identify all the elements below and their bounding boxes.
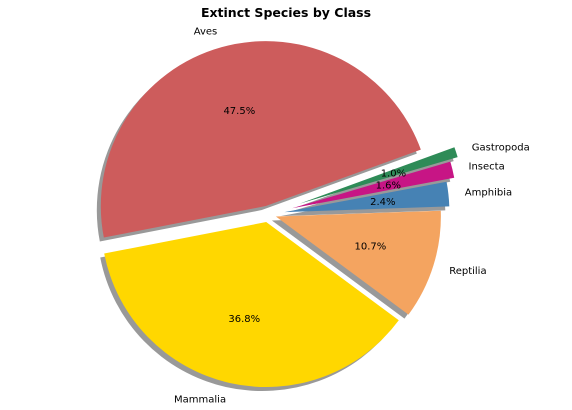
slice-pct-amphibia: 2.4% [370,197,395,208]
slice-label-reptilia: Reptilia [449,266,486,277]
slice-pct-aves: 47.5% [223,106,255,117]
slices [100,41,458,388]
slice-pct-mammalia: 36.8% [228,314,260,325]
slice-label-aves: Aves [194,27,218,38]
slice-insecta [292,161,455,209]
slice-pct-gastropoda: 1.0% [381,168,406,179]
slice-label-mammalia: Mammalia [174,395,226,406]
slice-amphibia [284,181,450,213]
labels: Aves 47.5% Mammalia 36.8% Reptilia 10.7% Amphi… [174,27,530,406]
chart-title: Extinct Species by Class [201,5,371,20]
slice-label-insecta: Insecta [469,161,505,172]
slice-pct-insecta: 1.6% [376,181,401,192]
slice-aves [100,41,421,238]
slice-label-gastropoda: Gastropoda [472,143,530,154]
slice-gastropoda [299,147,458,204]
slice-label-amphibia: Amphibia [465,188,512,199]
slice-mammalia [104,222,399,388]
slice-pct-reptilia: 10.7% [355,241,387,252]
slice-reptilia [275,210,441,315]
